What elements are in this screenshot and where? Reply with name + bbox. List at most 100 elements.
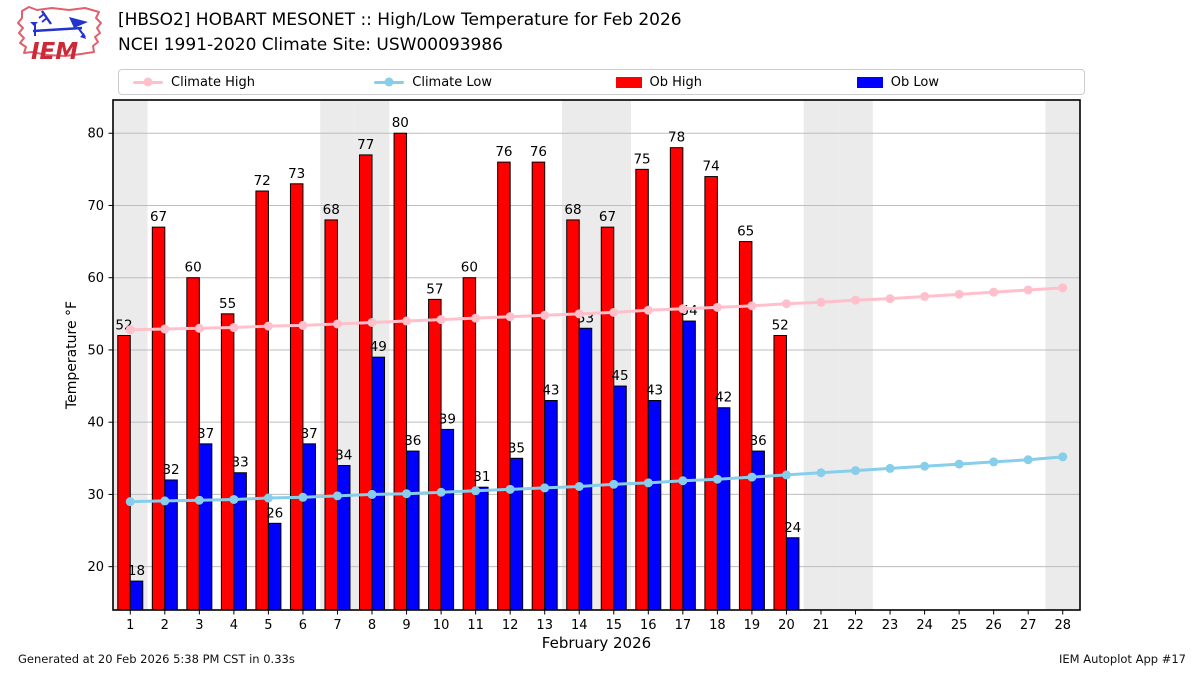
x-axis-label: February 2026 [542, 634, 651, 652]
generated-timestamp: Generated at 20 Feb 2026 5:38 PM CST in … [18, 652, 295, 666]
legend-label: Ob High [649, 74, 703, 90]
legend-marker-dot [143, 77, 153, 87]
x-tick-label-27: 27 [1020, 618, 1037, 633]
ob-low-value-label: 33 [232, 455, 249, 471]
x-tick-label-26: 26 [985, 618, 1002, 633]
climate-low-marker [436, 487, 446, 497]
x-tick-label-25: 25 [951, 618, 968, 633]
ob-high-value-label: 74 [703, 159, 720, 175]
climate-high-swatch [133, 77, 163, 87]
ob-low-bar-day-8 [371, 356, 386, 611]
y-tick-label-70: 70 [87, 199, 104, 214]
y-axis-label: Temperature °F [64, 301, 80, 410]
ob-low-bar-day-20 [785, 537, 800, 611]
ob-low-bar-day-7 [336, 465, 351, 611]
ob-low-value-label: 31 [473, 469, 490, 485]
legend-item-climate-low: Climate Low [360, 75, 601, 90]
climate-low-marker [954, 459, 964, 469]
ob-low-value-label: 39 [439, 411, 456, 427]
climate-low-marker [643, 478, 653, 488]
legend-label: Climate High [171, 74, 256, 90]
ob-high-value-label: 57 [426, 281, 443, 297]
x-tick-label-20: 20 [778, 618, 795, 633]
climate-high-marker [505, 312, 515, 322]
x-tick-label-9: 9 [402, 618, 410, 633]
ob-high-bar-day-17 [669, 147, 684, 611]
climate-low-marker [851, 466, 861, 476]
climate-high-line [130, 286, 1063, 332]
ob-low-value-label: 45 [611, 368, 628, 384]
ob-high-bar-day-15 [600, 226, 615, 611]
ob-high-value-label: 76 [530, 144, 547, 160]
x-tick-label-8: 8 [368, 618, 376, 633]
climate-high-marker [712, 302, 722, 312]
climate-low-marker [678, 476, 688, 486]
ob-low-value-label: 18 [128, 563, 145, 579]
weekend-band [838, 100, 873, 610]
ob-low-value-label: 37 [301, 426, 318, 442]
ob-high-bar-day-5 [255, 190, 269, 611]
climate-high-marker [574, 309, 584, 319]
climate-low-marker [781, 470, 791, 480]
ob-high-value-label: 76 [495, 144, 512, 160]
weather-station-icon [30, 10, 88, 39]
ob-low-value-label: 37 [197, 426, 214, 442]
ob-high-bar-day-14 [566, 219, 580, 611]
ob-low-value-label: 34 [335, 448, 352, 464]
climate-low-marker [920, 461, 930, 471]
ob-high-bar-day-6 [289, 183, 304, 611]
ob-low-value-label: 49 [370, 339, 387, 355]
iem-logo: IEM [17, 6, 102, 65]
climate-high-marker [332, 319, 342, 329]
climate-high-marker [851, 295, 861, 305]
ob-low-value-label: 42 [715, 390, 732, 406]
x-tick-label-6: 6 [299, 618, 307, 633]
climate-low-marker [1023, 455, 1033, 465]
climate-high-marker [436, 315, 446, 325]
climate-low-marker [263, 493, 273, 503]
climate-high-marker [816, 297, 826, 307]
climate-high-marker [920, 291, 930, 301]
ob-low-value-label: 36 [750, 433, 767, 449]
y-tick-label-60: 60 [87, 271, 104, 286]
page-title: [HBSO2] HOBART MESONET :: High/Low Tempe… [118, 10, 682, 30]
x-tick-label-16: 16 [640, 618, 657, 633]
climate-low-marker [298, 492, 308, 502]
climate-low-marker [609, 479, 619, 489]
x-tick-label-21: 21 [813, 618, 830, 633]
weekend-band [1045, 100, 1080, 610]
climate-low-marker [229, 494, 239, 504]
ob-low-value-label: 24 [784, 520, 801, 536]
ob-low-bar-day-12 [509, 457, 524, 611]
ob-low-bar-day-10 [440, 428, 455, 611]
climate-low-marker [471, 486, 481, 496]
ob-low-bar-day-4 [233, 472, 247, 611]
x-tick-label-10: 10 [433, 618, 450, 633]
climate-low-line [130, 455, 1063, 504]
ob-low-value-label: 32 [162, 462, 179, 478]
y-tick-label-20: 20 [87, 560, 104, 575]
ob-low-bar-day-3 [198, 443, 213, 611]
climate-high-marker [678, 304, 688, 314]
legend: Climate High Climate Low Ob High Ob Low [118, 69, 1085, 95]
climate-high-marker [1058, 283, 1068, 293]
climate-low-marker [1058, 452, 1068, 462]
climate-high-marker [367, 317, 377, 327]
climate-low-marker [505, 484, 515, 494]
y-tick-label-50: 50 [87, 343, 104, 358]
legend-item-ob-high: Ob High [602, 75, 843, 90]
x-tick-label-24: 24 [916, 618, 933, 633]
legend-item-climate-high: Climate High [119, 75, 360, 90]
x-tick-label-7: 7 [333, 618, 341, 633]
x-tick-label-23: 23 [882, 618, 899, 633]
climate-high-marker [194, 323, 204, 333]
app-credit: IEM Autoplot App #17 [1058, 652, 1186, 666]
x-tick-label-4: 4 [230, 618, 238, 633]
y-tick-label-30: 30 [87, 488, 104, 503]
ob-low-value-label: 43 [542, 383, 559, 399]
x-tick-label-15: 15 [605, 618, 622, 633]
plot-border [112, 99, 1081, 611]
climate-low-marker [574, 481, 584, 491]
ob-low-bar-day-6 [302, 443, 316, 611]
